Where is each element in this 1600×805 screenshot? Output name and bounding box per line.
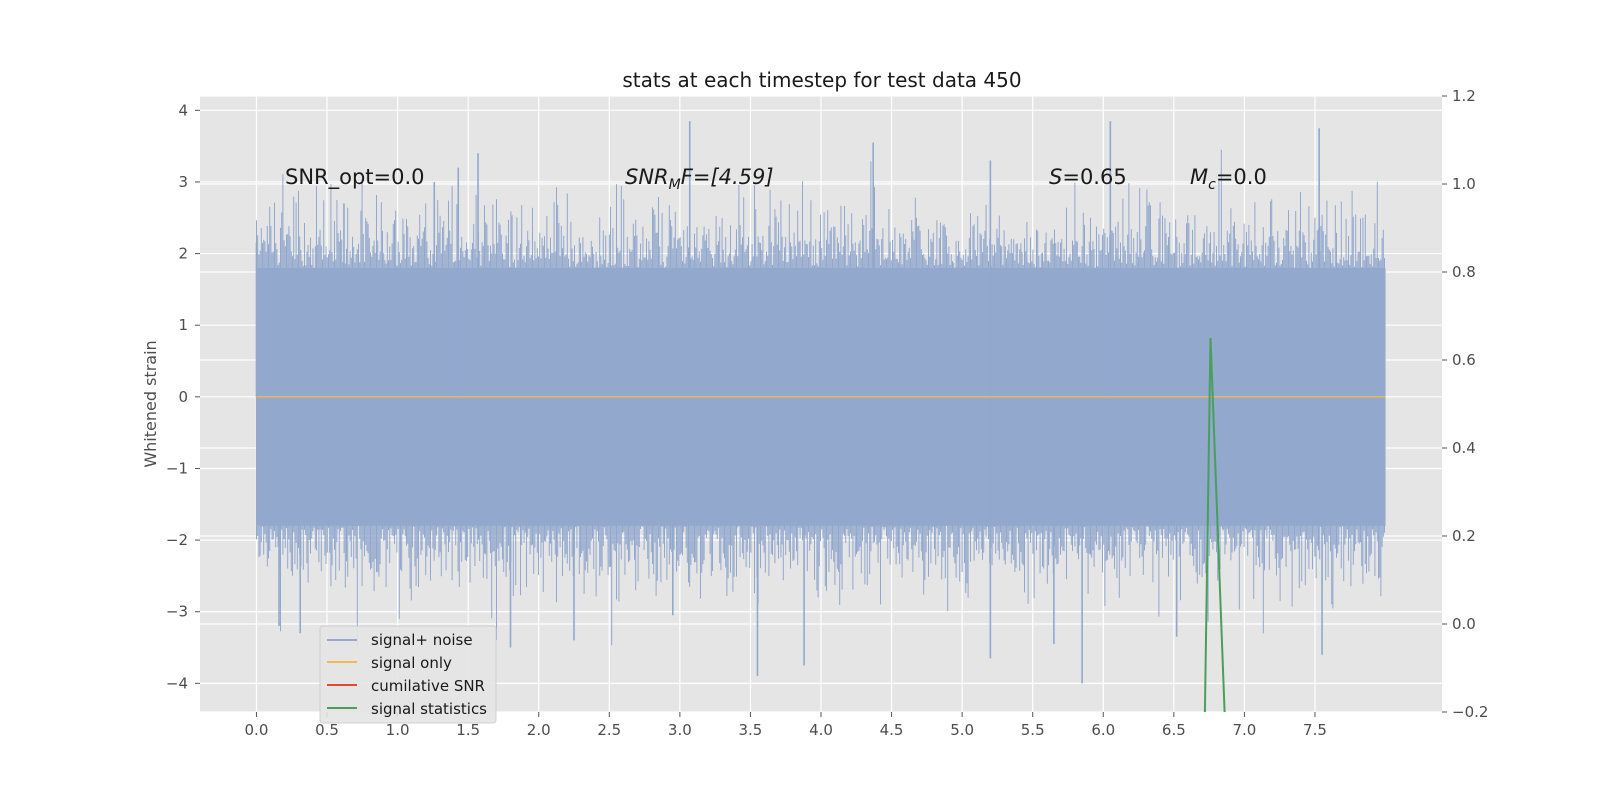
x-tick-label: 5.5 (1021, 721, 1045, 739)
x-tick-label: 2.5 (597, 721, 621, 739)
y-tick-label: −2 (166, 531, 188, 549)
y-axis-left: −4 −3 −2 −1 0 1 2 3 4 (166, 101, 200, 692)
x-tick-label: 2.0 (527, 721, 551, 739)
x-tick-label: 5.0 (950, 721, 974, 739)
y2-tick-label: −0.2 (1452, 703, 1488, 721)
legend-label-signal-only: signal only (371, 654, 452, 672)
x-tick-label: 3.5 (739, 721, 763, 739)
x-tick-label: 4.0 (809, 721, 833, 739)
y-tick-label: −1 (166, 459, 188, 477)
signal-statistics-line (1203, 337, 1226, 713)
x-tick-label: 3.0 (668, 721, 692, 739)
y-tick-label: 2 (178, 245, 188, 263)
y-tick-label: 0 (178, 388, 188, 406)
annotation-mc: Mc=0.0 (1190, 165, 1267, 193)
annotation-snr-mf-main: SNR (625, 165, 669, 189)
y-tick-label: 3 (178, 173, 188, 191)
x-tick-label: 4.5 (880, 721, 904, 739)
annotation-s: S=0.65 (1049, 165, 1127, 189)
y-tick-label: 4 (178, 101, 188, 119)
x-axis: 0.0 0.5 1.0 1.5 2.0 2.5 3.0 3.5 4.0 4.5 5.0 5.5 6.0 6… (245, 712, 1327, 739)
x-tick-label: 7.0 (1232, 721, 1256, 739)
x-tick-label: 0.5 (315, 721, 339, 739)
x-tick-label: 1.5 (456, 721, 480, 739)
annotation-snr-opt: SNR_opt=0.0 (285, 165, 425, 190)
annotation-mc-rest: =0.0 (1216, 165, 1267, 189)
legend-label-signal-statistics: signal statistics (371, 700, 487, 718)
annotation-mc-main: M (1190, 165, 1208, 189)
y2-tick-label: 0.2 (1452, 527, 1476, 545)
y2-tick-label: 0.4 (1452, 439, 1476, 457)
x-tick-label: 6.5 (1162, 721, 1186, 739)
y2-tick-label: 0.0 (1452, 615, 1476, 633)
y2-tick-label: 0.8 (1452, 263, 1476, 281)
x-tick-label: 1.0 (386, 721, 410, 739)
annotation-s-rest: =0.65 (1062, 165, 1126, 189)
legend-box (319, 625, 497, 724)
y-axis-label: Whitened strain (141, 340, 160, 467)
y-tick-label: 1 (178, 316, 188, 334)
annotation-snr-mf-rest: F=[4.59] (681, 165, 774, 189)
y2-tick-label: 1.2 (1452, 87, 1476, 105)
x-tick-label: 0.0 (245, 721, 269, 739)
y-axis-right: −0.2 0.0 0.2 0.4 0.6 0.8 1.0 1.2 (1442, 87, 1488, 721)
annotation-s-main: S (1049, 165, 1062, 189)
annotation-mc-sub: c (1208, 177, 1216, 193)
chart-title: stats at each timestep for test data 450 (622, 68, 1021, 92)
y2-tick-label: 0.6 (1452, 351, 1476, 369)
annotation-snr-mf-sub: M (669, 177, 681, 193)
annotation-snr-mf: SNRMF=[4.59] (625, 165, 774, 193)
y-tick-label: −3 (166, 603, 188, 621)
legend: signal+ noise signal only cumilative SNR… (319, 625, 497, 724)
y2-tick-label: 1.0 (1452, 175, 1476, 193)
legend-label-cumulative-snr: cumilative SNR (371, 677, 485, 695)
y-tick-label: −4 (166, 674, 188, 692)
x-tick-label: 6.0 (1091, 721, 1115, 739)
x-tick-label: 7.5 (1303, 721, 1327, 739)
series-layer (255, 121, 1386, 713)
legend-label-signal-noise: signal+ noise (371, 631, 473, 649)
